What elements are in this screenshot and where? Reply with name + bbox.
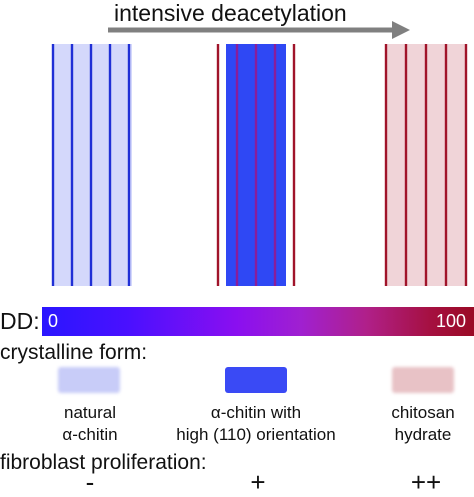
caption-oriented-line2: high (110) orientation [176,425,336,444]
dd-min-label: 0 [48,311,59,331]
swatch-chitosan-hydrate [392,367,454,393]
caption-chitosan: chitosan hydrate [372,402,474,446]
caption-chitosan-line2: hydrate [394,425,452,444]
proliferation-oriented: + [250,467,266,497]
dd-label: DD: [0,308,40,334]
proliferation-chitosan: ++ [410,467,442,497]
dd-max-label: 100 [435,311,466,331]
diagram-title: intensive deacetylation [114,0,347,26]
caption-natural-line2: α-chitin [62,425,118,444]
caption-chitosan-line1: chitosan [391,403,455,422]
panel-chitosan-lines [384,44,468,286]
arrow-head [392,21,410,39]
caption-oriented: α-chitin with high (110) orientation [166,402,346,446]
crystalline-form-heading: crystalline form: [0,341,148,364]
caption-natural-line1: natural [64,403,116,422]
caption-oriented-line1: α-chitin with [210,403,302,422]
panel-natural-lines [51,44,131,286]
swatch-oriented-chitin [225,367,287,393]
caption-natural: natural α-chitin [40,402,140,446]
proliferation-natural: - [85,467,95,497]
dd-gradient-bar: 0 100 [42,307,474,336]
panel-oriented-lines [216,44,296,286]
swatch-natural-chitin [58,367,120,393]
proliferation-heading: fibroblast proliferation: [0,451,207,474]
